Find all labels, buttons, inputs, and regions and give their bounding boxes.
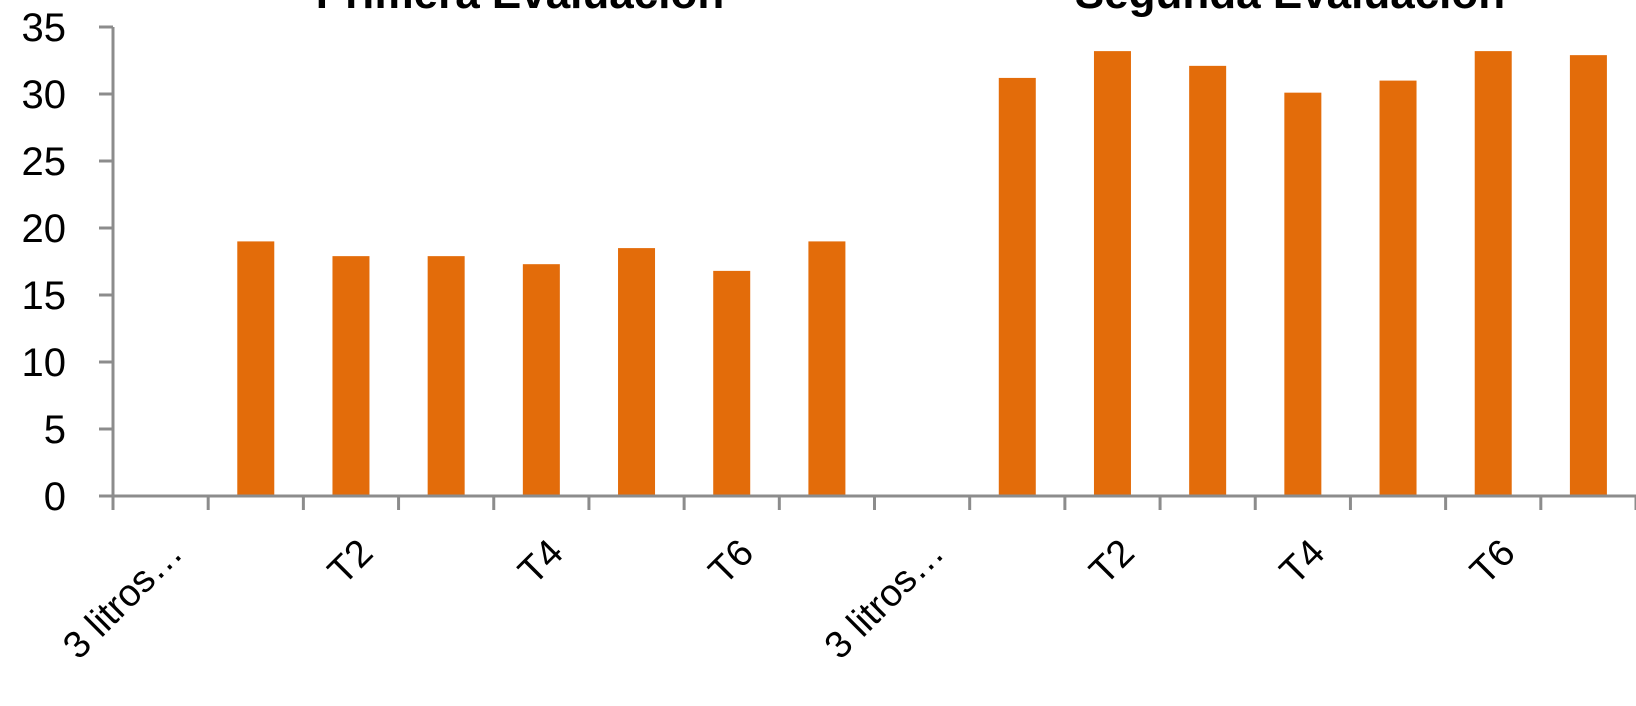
bar [1569, 55, 1607, 496]
x-tick-label: 3 litros… [817, 532, 953, 668]
y-tick-label: 30 [22, 73, 67, 117]
bar [1093, 51, 1131, 497]
chart-title-1: Primera Evaluación [316, 0, 724, 18]
y-tick-label: 35 [22, 6, 67, 50]
bar [1189, 65, 1227, 497]
y-tick-label: 5 [44, 408, 66, 452]
bar [1474, 51, 1512, 497]
bar [1284, 92, 1322, 496]
bar [808, 241, 846, 496]
chart-title-2: Segunda Evaluación [1075, 0, 1505, 18]
bar [1379, 80, 1417, 496]
y-tick-label: 0 [44, 475, 66, 519]
bar [618, 248, 656, 496]
y-tick-label: 10 [22, 341, 67, 385]
x-axis-ticks: 3 litros… T2 T4 T6 3 litros… T2 T4 T6 [55, 496, 1636, 667]
bar [237, 241, 275, 496]
x-tick-label: T2 [320, 532, 381, 593]
y-axis-ticks: 0 5 10 15 20 25 30 35 [22, 6, 113, 519]
bar [427, 256, 465, 496]
x-tick-label: T4 [1272, 532, 1333, 593]
bar [713, 270, 751, 496]
x-tick-label: T6 [1463, 532, 1524, 593]
x-tick-label: T2 [1082, 532, 1143, 593]
bar [998, 77, 1036, 497]
bars [237, 51, 1607, 497]
y-tick-label: 25 [22, 140, 67, 184]
y-tick-label: 15 [22, 274, 67, 318]
y-tick-label: 20 [22, 207, 67, 251]
x-tick-label: T4 [511, 532, 572, 593]
bar [522, 264, 560, 496]
x-tick-label: T6 [701, 532, 762, 593]
bar [332, 256, 370, 496]
x-tick-label: 3 litros… [55, 532, 191, 668]
